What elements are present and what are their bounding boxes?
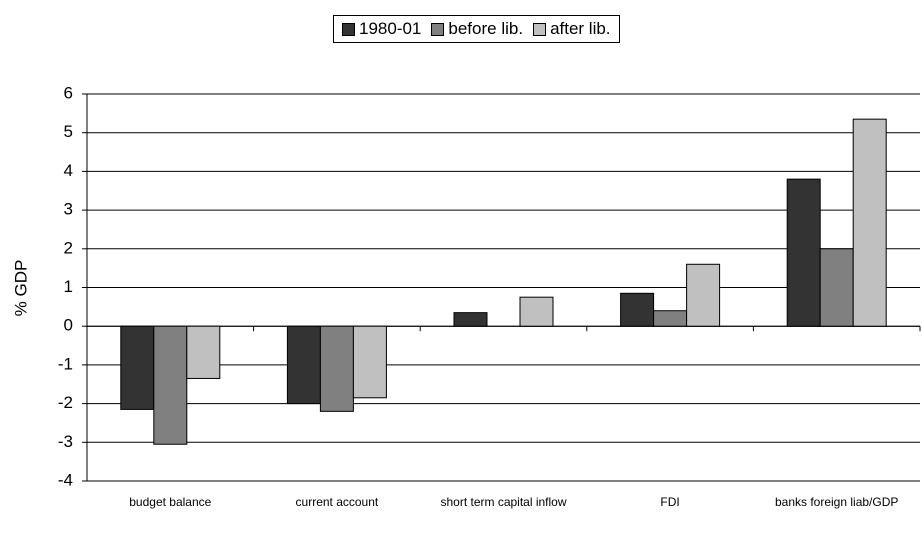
legend-label: after lib. [550, 19, 611, 38]
legend-item: after lib. [533, 19, 611, 39]
y-tick-label: 1 [64, 277, 73, 296]
x-tick-label: budget balance [129, 495, 212, 509]
bar [819, 248, 854, 327]
y-axis-label: % GDP [11, 260, 30, 317]
legend-swatch [342, 22, 355, 36]
y-tick-label: 2 [64, 238, 73, 257]
bar [786, 178, 821, 327]
x-tick-label: short term capital inflow [440, 495, 567, 509]
y-tick-label: 6 [64, 83, 73, 102]
y-tick-label: 4 [64, 161, 73, 180]
bar [653, 310, 688, 327]
x-tick-label: FDI [660, 495, 680, 509]
bar [686, 263, 721, 327]
legend: 1980-01 before lib. after lib. [333, 15, 620, 43]
bar [519, 296, 554, 327]
legend-label: before lib. [448, 19, 524, 38]
legend-swatch [431, 22, 445, 36]
bar [453, 312, 488, 327]
legend-label: 1980-01 [359, 19, 422, 38]
bar [852, 118, 887, 327]
bar [286, 325, 321, 405]
y-tick-label: -1 [58, 354, 73, 373]
y-tick-label: -3 [58, 432, 73, 451]
bar [620, 292, 655, 327]
y-tick-label: -2 [58, 393, 73, 412]
y-tick-label: 5 [64, 122, 73, 141]
bar [153, 325, 188, 445]
y-tick-label: 0 [64, 316, 73, 335]
x-tick-label: banks foreign liab/GDP [774, 495, 899, 509]
bar [319, 325, 354, 412]
y-tick-label: -4 [58, 470, 73, 489]
bar [120, 325, 155, 410]
legend-item: before lib. [431, 19, 523, 39]
bar [352, 325, 387, 399]
legend-item: 1980-01 [342, 19, 421, 39]
bar [186, 325, 221, 379]
y-tick-label: 3 [64, 200, 73, 219]
x-tick-label: current account [295, 495, 379, 509]
legend-swatch [533, 22, 547, 36]
